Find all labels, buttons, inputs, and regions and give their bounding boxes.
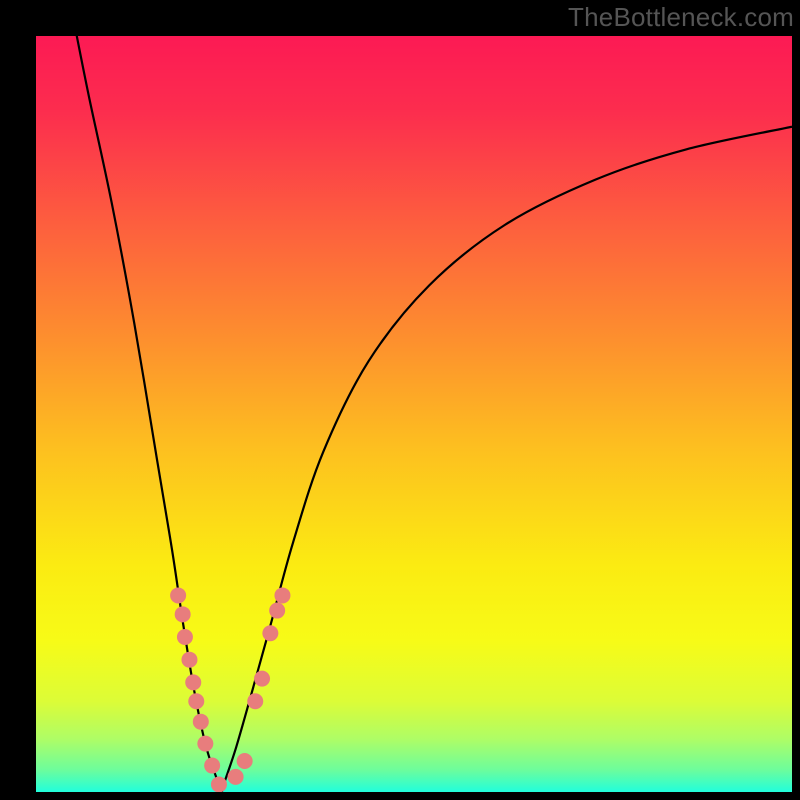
plot-area bbox=[36, 36, 792, 792]
data-point bbox=[193, 714, 209, 730]
data-point bbox=[274, 587, 290, 603]
plot-svg bbox=[36, 36, 792, 792]
data-point bbox=[181, 652, 197, 668]
data-point bbox=[262, 625, 278, 641]
data-point bbox=[175, 606, 191, 622]
data-point bbox=[185, 674, 201, 690]
data-point bbox=[228, 769, 244, 785]
data-point bbox=[211, 776, 227, 792]
data-point bbox=[197, 736, 213, 752]
chart-stage: TheBottleneck.com bbox=[0, 0, 800, 800]
data-point bbox=[188, 693, 204, 709]
watermark-text: TheBottleneck.com bbox=[568, 2, 794, 33]
data-point bbox=[269, 603, 285, 619]
data-point bbox=[170, 587, 186, 603]
data-point bbox=[177, 629, 193, 645]
data-point bbox=[204, 758, 220, 774]
bottleneck-curve bbox=[74, 36, 792, 792]
data-point bbox=[247, 693, 263, 709]
data-point bbox=[254, 671, 270, 687]
data-point bbox=[237, 753, 253, 769]
